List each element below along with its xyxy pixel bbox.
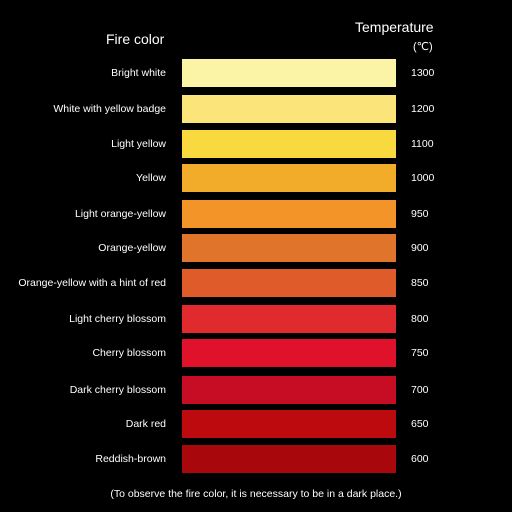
temperature-value: 1200 <box>411 103 435 115</box>
color-swatch <box>182 59 396 87</box>
fire-color-label: Dark cherry blossom <box>69 384 166 396</box>
fire-color-label: Light yellow <box>111 138 166 150</box>
footnote: (To observe the fire color, it is necess… <box>110 488 402 500</box>
color-swatch <box>182 376 396 404</box>
fire-color-row: Reddish-brown 600 <box>0 445 512 473</box>
temperature-value: 700 <box>411 384 429 396</box>
fire-color-row: Dark red 650 <box>0 410 512 438</box>
color-swatch <box>182 305 396 333</box>
temperature-header: Temperature <box>355 19 434 35</box>
fire-color-label: Orange-yellow <box>98 242 166 254</box>
temperature-value: 650 <box>411 418 429 430</box>
temperature-value: 900 <box>411 242 429 254</box>
color-swatch <box>182 339 396 367</box>
temperature-value: 750 <box>411 347 429 359</box>
fire-color-label: White with yellow badge <box>53 103 166 115</box>
fire-color-row: Cherry blossom 750 <box>0 339 512 367</box>
temperature-unit: (℃) <box>413 41 433 53</box>
fire-color-row: Bright white 1300 <box>0 59 512 87</box>
temperature-value: 950 <box>411 208 429 220</box>
temperature-value: 800 <box>411 313 429 325</box>
fire-color-row: Light cherry blossom 800 <box>0 305 512 333</box>
temperature-value: 600 <box>411 453 429 465</box>
fire-color-row: Light orange-yellow 950 <box>0 200 512 228</box>
color-swatch <box>182 234 396 262</box>
color-swatch <box>182 445 396 473</box>
fire-color-label: Yellow <box>136 172 166 184</box>
color-swatch <box>182 410 396 438</box>
fire-color-label: Light orange-yellow <box>74 208 166 220</box>
color-swatch <box>182 130 396 158</box>
color-swatch <box>182 200 396 228</box>
temperature-value: 1100 <box>411 138 434 150</box>
color-swatch <box>182 164 396 192</box>
temperature-value: 850 <box>411 277 429 289</box>
fire-color-row: Yellow 1000 <box>0 164 512 192</box>
fire-color-row: Dark cherry blossom 700 <box>0 376 512 404</box>
fire-color-row: Light yellow 1100 <box>0 130 512 158</box>
fire-color-label: Cherry blossom <box>92 347 166 359</box>
fire-color-row: Orange-yellow with a hint of red 850 <box>0 269 512 297</box>
fire-color-row: White with yellow badge 1200 <box>0 95 512 123</box>
fire-color-label: Dark red <box>125 418 166 430</box>
fire-color-header: Fire color <box>106 31 165 47</box>
fire-color-label: Light cherry blossom <box>69 313 166 325</box>
color-swatch <box>182 269 396 297</box>
color-swatch <box>182 95 396 123</box>
fire-color-label: Reddish-brown <box>95 453 166 465</box>
fire-color-label: Bright white <box>111 67 166 79</box>
fire-color-label: Orange-yellow with a hint of red <box>18 277 166 289</box>
temperature-value: 1000 <box>411 172 435 184</box>
temperature-value: 1300 <box>411 67 435 79</box>
fire-color-row: Orange-yellow 900 <box>0 234 512 262</box>
